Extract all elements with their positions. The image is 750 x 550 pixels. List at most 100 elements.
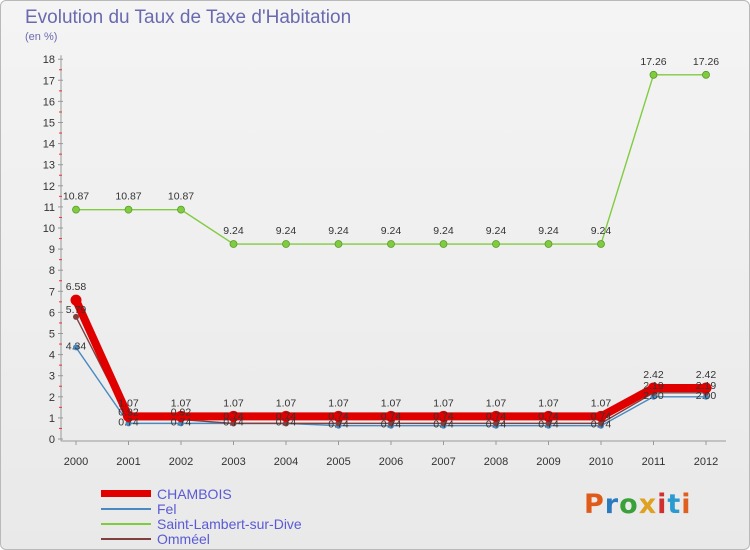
data-label-ommeel: 0.74	[276, 410, 297, 422]
data-point-saint-lambert	[282, 240, 290, 248]
data-label-chambois: 1.07	[381, 397, 402, 409]
data-label-saint-lambert: 9.24	[538, 225, 559, 237]
data-label-ommeel: 0.74	[223, 410, 244, 422]
data-label-chambois: 1.07	[433, 397, 454, 409]
data-point-chambois	[700, 382, 712, 394]
data-label-ommeel: 0.74	[381, 410, 402, 422]
data-label-saint-lambert: 17.26	[693, 56, 719, 68]
data-label-fel: 0.74	[328, 419, 349, 431]
y-tick-label: 10	[43, 223, 55, 235]
x-tick-label: 2004	[274, 456, 298, 468]
logo-letter: t	[667, 489, 682, 520]
data-label-chambois: 1.07	[591, 397, 612, 409]
legend-swatch-ommeel	[101, 538, 151, 540]
data-point-saint-lambert	[334, 240, 343, 248]
data-label-fel: 0.74	[223, 416, 244, 428]
data-label-ommeel: 0.74	[538, 410, 559, 422]
data-point-saint-lambert	[124, 205, 133, 214]
x-tick-label: 2012	[694, 456, 718, 468]
data-label-ommeel: 0.92	[118, 407, 139, 419]
x-tick-label: 2011	[642, 456, 666, 468]
data-point-ommeel	[440, 420, 447, 427]
x-tick-label: 2003	[221, 456, 245, 468]
chart-title: Evolution du Taux de Taxe d'Habitation	[25, 7, 352, 28]
y-tick-label: 13	[43, 160, 55, 172]
data-label-ommeel: 5.79	[66, 304, 87, 316]
data-point-saint-lambert	[177, 205, 185, 214]
data-label-chambois: 1.07	[118, 397, 139, 409]
x-tick-label: 2005	[326, 456, 350, 468]
data-label-fel: 0.74	[171, 416, 192, 428]
x-tick-label: 2002	[169, 456, 193, 468]
y-tick-label: 7	[49, 286, 55, 298]
data-label-fel: 2.00	[643, 390, 664, 402]
data-label-ommeel: 0.74	[433, 410, 454, 422]
data-point-saint-lambert	[649, 70, 658, 79]
data-label-fel: 2.00	[696, 390, 717, 402]
data-point-ommeel	[493, 420, 499, 427]
x-tick-label: 2008	[484, 456, 508, 468]
data-point-chambois	[228, 410, 239, 422]
data-label-chambois: 1.07	[328, 397, 349, 409]
data-label-chambois: 1.07	[538, 397, 559, 409]
data-point-chambois	[70, 294, 82, 306]
data-point-chambois	[333, 410, 344, 422]
data-label-ommeel: 0.92	[171, 407, 192, 419]
data-label-ommeel: 2.19	[643, 380, 664, 392]
logo-letter: P	[584, 489, 605, 520]
proxiti-logo: Proxiti	[584, 489, 692, 520]
y-tick-label: 2	[49, 392, 55, 404]
data-label-chambois: 1.07	[276, 397, 297, 409]
y-tick-label: 18	[43, 54, 55, 66]
legend-label-saint-lambert: Saint-Lambert-sur-Dive	[157, 516, 302, 532]
data-label-chambois: 1.07	[171, 397, 192, 409]
series-layer	[70, 70, 712, 429]
data-point-fel	[73, 344, 79, 351]
y-tick-label: 14	[43, 139, 55, 151]
data-point-saint-lambert	[439, 240, 448, 248]
logo-letter: x	[638, 489, 658, 520]
y-tick-label: 3	[49, 371, 55, 383]
y-tick-label: 11	[44, 202, 55, 214]
y-tick-label: 15	[43, 118, 55, 130]
data-point-saint-lambert	[72, 205, 80, 214]
data-point-chambois	[123, 410, 134, 422]
legend-label-ommeel: Omméel	[157, 531, 210, 547]
data-label-chambois: 1.07	[486, 397, 507, 409]
data-label-fel: 0.74	[486, 419, 507, 431]
data-label-saint-lambert: 17.26	[640, 56, 666, 68]
data-point-chambois	[280, 410, 292, 422]
data-point-chambois	[543, 410, 554, 422]
data-label-saint-lambert: 9.24	[381, 225, 402, 237]
data-point-saint-lambert	[597, 240, 605, 248]
legend-swatch-chambois	[101, 490, 151, 497]
data-point-chambois	[595, 410, 607, 422]
data-point-ommeel	[388, 420, 394, 427]
data-point-ommeel	[545, 420, 552, 427]
data-label-fel: 0.74	[276, 416, 297, 428]
x-tick-label: 2007	[431, 456, 455, 468]
data-label-chambois: 6.58	[66, 281, 87, 293]
data-point-saint-lambert	[544, 240, 553, 248]
data-label-ommeel: 0.74	[328, 410, 349, 422]
data-label-fel: 0.74	[591, 419, 612, 431]
data-label-saint-lambert: 10.87	[63, 191, 89, 203]
series-line-saint-lambert	[75, 74, 707, 245]
data-point-chambois	[490, 410, 502, 422]
data-label-layer: 10.87 10.87 10.87 9.24 9.24 9.24 9.24 9.24 9.24 9…	[63, 56, 719, 431]
data-label-saint-lambert: 10.87	[168, 191, 194, 203]
y-tick-label: 8	[49, 265, 55, 277]
data-point-chambois	[385, 410, 397, 422]
y-tick-label: 5	[49, 329, 55, 341]
legend-label-chambois: CHAMBOIS	[157, 486, 232, 502]
data-label-ommeel: 2.19	[696, 380, 717, 392]
data-point-saint-lambert	[387, 240, 395, 248]
data-label-saint-lambert: 9.24	[486, 225, 507, 237]
legend-swatch-saint-lambert	[101, 523, 151, 525]
logo-letter: o	[619, 489, 639, 520]
data-label-saint-lambert: 9.24	[223, 225, 244, 237]
data-point-chambois	[438, 410, 449, 422]
data-label-ommeel: 0.74	[591, 410, 612, 422]
